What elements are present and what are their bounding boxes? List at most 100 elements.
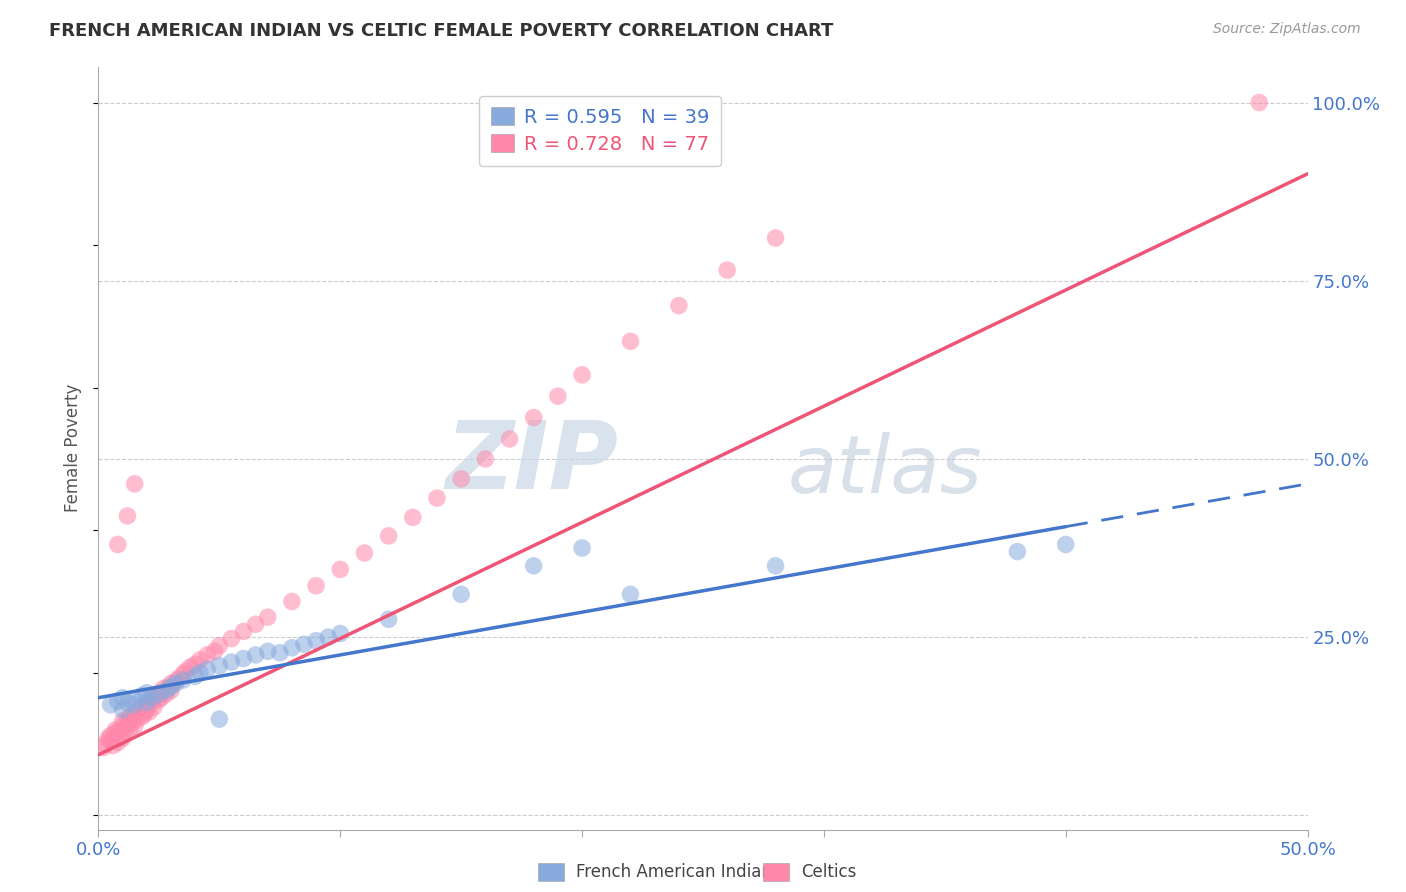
Point	[221, 632, 243, 646]
Point	[145, 689, 167, 703]
Point	[316, 630, 339, 644]
Point	[100, 729, 122, 743]
Point	[172, 673, 194, 687]
Point	[498, 432, 520, 446]
Point	[523, 558, 546, 573]
Point	[256, 644, 278, 658]
Text: Celtics: Celtics	[801, 863, 856, 881]
Point	[450, 472, 472, 486]
Point	[523, 410, 546, 425]
Point	[353, 546, 375, 560]
Point	[101, 739, 124, 753]
Point	[135, 703, 157, 717]
Text: Source: ZipAtlas.com: Source: ZipAtlas.com	[1213, 22, 1361, 37]
Point	[108, 730, 131, 744]
Point	[117, 717, 139, 731]
Point	[111, 731, 134, 746]
Point	[172, 667, 194, 681]
Point	[305, 633, 328, 648]
Point	[131, 700, 153, 714]
Point	[138, 705, 160, 719]
Point	[111, 690, 134, 705]
Point	[160, 683, 183, 698]
Point	[245, 617, 267, 632]
Point	[1007, 544, 1029, 558]
Point	[221, 655, 243, 669]
Point	[141, 690, 163, 705]
Point	[160, 680, 183, 694]
Point	[117, 712, 139, 726]
Point	[188, 653, 211, 667]
Point	[148, 687, 170, 701]
Point	[377, 529, 399, 543]
Point	[155, 687, 177, 701]
Point	[184, 669, 207, 683]
Point	[765, 231, 787, 245]
Point	[571, 541, 593, 555]
Point	[668, 299, 690, 313]
Point	[152, 681, 174, 696]
Point	[329, 626, 352, 640]
Point	[165, 676, 187, 690]
Point	[117, 696, 139, 710]
Text: atlas: atlas	[787, 432, 983, 510]
Point	[118, 710, 141, 724]
Point	[188, 665, 211, 680]
Point	[124, 476, 146, 491]
Point	[141, 690, 163, 705]
Point	[204, 644, 226, 658]
Point	[157, 680, 180, 694]
Point	[97, 731, 120, 746]
Point	[245, 648, 267, 662]
Point	[100, 733, 122, 747]
Point	[232, 651, 254, 665]
Point	[155, 683, 177, 698]
Point	[104, 723, 127, 737]
Legend: R = 0.595   N = 39, R = 0.728   N = 77: R = 0.595 N = 39, R = 0.728 N = 77	[479, 95, 721, 166]
Point	[571, 368, 593, 382]
Point	[547, 389, 569, 403]
Point	[128, 703, 150, 717]
Point	[131, 710, 153, 724]
Point	[256, 610, 278, 624]
Point	[141, 696, 163, 710]
Point	[104, 726, 127, 740]
Point	[184, 657, 207, 672]
Point	[131, 689, 153, 703]
Point	[716, 263, 738, 277]
Point	[107, 537, 129, 551]
Point	[121, 715, 143, 730]
Point	[174, 665, 197, 679]
Point	[127, 712, 149, 726]
Point	[111, 714, 134, 729]
Point	[114, 724, 136, 739]
Point	[124, 693, 146, 707]
Point	[135, 698, 157, 712]
Point	[1054, 537, 1077, 551]
Point	[281, 640, 304, 655]
Point	[94, 737, 117, 751]
Point	[208, 639, 231, 653]
Point	[292, 637, 315, 651]
Point	[450, 587, 472, 601]
Point	[1249, 95, 1271, 110]
Point	[179, 660, 201, 674]
Point	[619, 334, 641, 349]
Point	[111, 719, 134, 733]
Point	[107, 694, 129, 708]
Point	[124, 719, 146, 733]
Point	[165, 674, 187, 689]
Point	[167, 672, 190, 686]
Point	[148, 686, 170, 700]
Point	[208, 712, 231, 726]
Point	[148, 693, 170, 707]
Point	[765, 558, 787, 573]
Point	[124, 698, 146, 712]
Point	[111, 703, 134, 717]
Point	[402, 510, 425, 524]
Text: FRENCH AMERICAN INDIAN VS CELTIC FEMALE POVERTY CORRELATION CHART: FRENCH AMERICAN INDIAN VS CELTIC FEMALE …	[49, 22, 834, 40]
Point	[329, 562, 352, 576]
Point	[281, 594, 304, 608]
Point	[135, 686, 157, 700]
Point	[377, 612, 399, 626]
